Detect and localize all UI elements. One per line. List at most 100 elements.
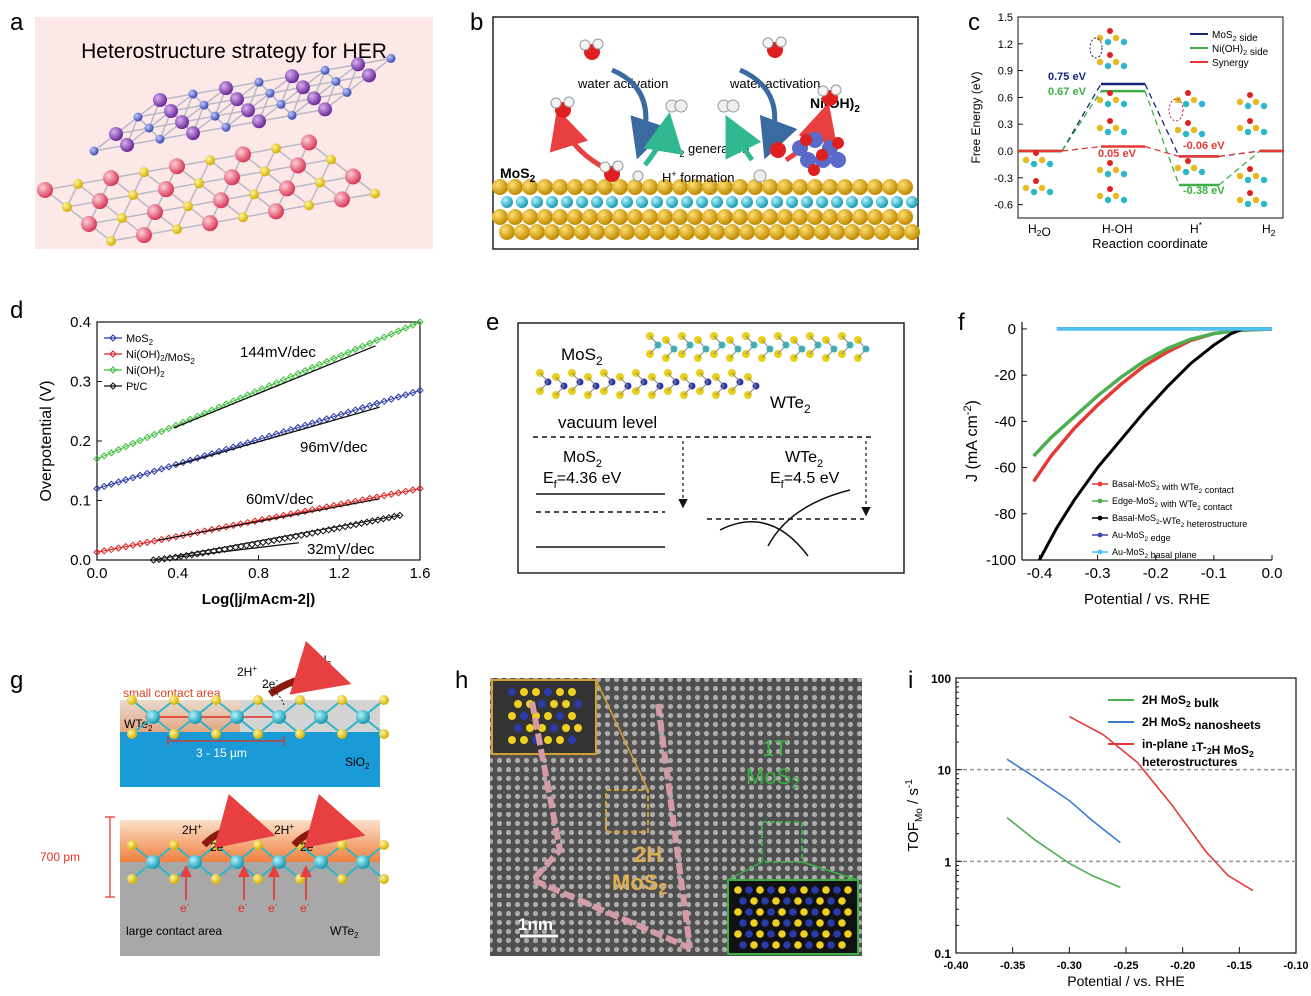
legend-marker: [1097, 515, 1103, 521]
g-wte2-top: WTe2: [124, 717, 153, 733]
data-point: [114, 478, 123, 486]
slope-label: 32mV/dec: [307, 541, 375, 558]
electron-label: e-: [238, 900, 248, 915]
mol-atom: [1030, 160, 1038, 168]
label-2h-mos2: MoS2: [612, 870, 667, 898]
phase-boundary-right: [655, 703, 693, 949]
bond: [747, 385, 757, 396]
atom: [304, 200, 314, 211]
h2-top: H2: [318, 653, 332, 669]
panel-i: i 100 10 1 0.1-0.40 -0.35 -0.30 -0.25 -0.20 -0.1…: [904, 667, 1309, 989]
data-point: [351, 345, 360, 354]
surface-atom: [792, 179, 808, 195]
sulfur-atom: [169, 840, 179, 850]
atom: [279, 180, 295, 197]
surface-atom: [492, 179, 508, 195]
atom: [120, 138, 134, 153]
bond: [681, 335, 691, 346]
bond: [729, 339, 739, 350]
energy-connector: [1061, 145, 1102, 152]
y-tick-label: 0.0: [998, 146, 1013, 158]
hydrogen-atom: [753, 169, 767, 183]
surface-atom: [829, 224, 845, 240]
surface-atom: [582, 209, 598, 225]
series-line: [96, 488, 421, 553]
hydrogen-atom: [592, 38, 604, 50]
inset-atom: [508, 688, 516, 696]
inset-atom: [772, 897, 780, 905]
legend-label: Edge-MoS2 with WTe2 contact: [1112, 496, 1233, 512]
inset-atom: [844, 908, 852, 916]
atom: [81, 216, 97, 232]
sulfur-atom: [337, 874, 347, 884]
data-point: [315, 417, 324, 425]
inset-atom: [822, 930, 830, 938]
atom: [351, 57, 365, 72]
atom: [254, 77, 264, 87]
surface-atom: [792, 209, 808, 225]
bond: [603, 381, 613, 392]
sulfur-atom: [211, 729, 221, 739]
mo-atom: [230, 710, 244, 724]
surface-atom: [501, 196, 513, 208]
fit-line: [173, 345, 376, 429]
atom: [169, 158, 185, 175]
surface-atom: [514, 224, 530, 240]
roi-2h: [605, 789, 649, 833]
data-point: [401, 487, 410, 496]
surface-atom: [709, 224, 725, 240]
atom: [386, 53, 396, 63]
surface-atom: [522, 209, 538, 225]
mol-atom: [1112, 192, 1120, 200]
inset-atom: [800, 908, 808, 916]
surface-atom: [702, 179, 718, 195]
inset-atom: [556, 736, 564, 744]
legend-label: in-plane 1T-2H MoS2: [1142, 737, 1254, 759]
electron-label: e-: [268, 900, 278, 915]
inset-atom: [739, 919, 747, 927]
surface-atom: [672, 209, 688, 225]
mol-atom: [1198, 100, 1206, 108]
surface-atom: [612, 179, 628, 195]
atom: [315, 177, 325, 188]
mol-atom: [1244, 176, 1252, 184]
mol-atom: [1185, 90, 1191, 96]
oxygen-atom: [808, 164, 820, 176]
surface-atom: [499, 224, 515, 240]
panel-e-frame: [517, 322, 905, 574]
surface-atom: [567, 209, 583, 225]
data-point: [136, 540, 144, 548]
inset-atom: [739, 897, 747, 905]
bond: [761, 339, 771, 350]
bond: [731, 372, 741, 383]
inset-atom: [838, 897, 846, 905]
mol-atom: [1190, 96, 1198, 104]
sulfur-atom: [253, 840, 263, 850]
data-point: [272, 430, 281, 438]
bond: [699, 381, 709, 392]
two-e-top: 2e-: [262, 676, 278, 691]
inset-atom: [789, 930, 797, 938]
nickel-atom: [800, 152, 816, 168]
sulfur-atom: [295, 695, 305, 705]
x-tick-label: -0.25: [1113, 960, 1138, 972]
mol-atom: [1247, 92, 1253, 98]
legend-marker: [1097, 481, 1103, 487]
mol-atom: [1096, 192, 1104, 200]
data-point: [330, 354, 338, 363]
inset-atom: [568, 736, 576, 744]
atom: [188, 89, 198, 99]
atom: [221, 122, 231, 132]
data-point: [416, 484, 424, 493]
data-point: [337, 351, 345, 360]
bond: [841, 344, 851, 355]
surface-atom: [552, 209, 568, 225]
surface-atom: [664, 224, 680, 240]
mol-atom: [1260, 128, 1268, 136]
atom: [202, 215, 218, 232]
data-point: [114, 446, 123, 454]
data-point: [287, 425, 295, 434]
series-line: [96, 321, 421, 460]
mol-atom: [1198, 130, 1206, 138]
mol-atom: [1104, 100, 1112, 108]
